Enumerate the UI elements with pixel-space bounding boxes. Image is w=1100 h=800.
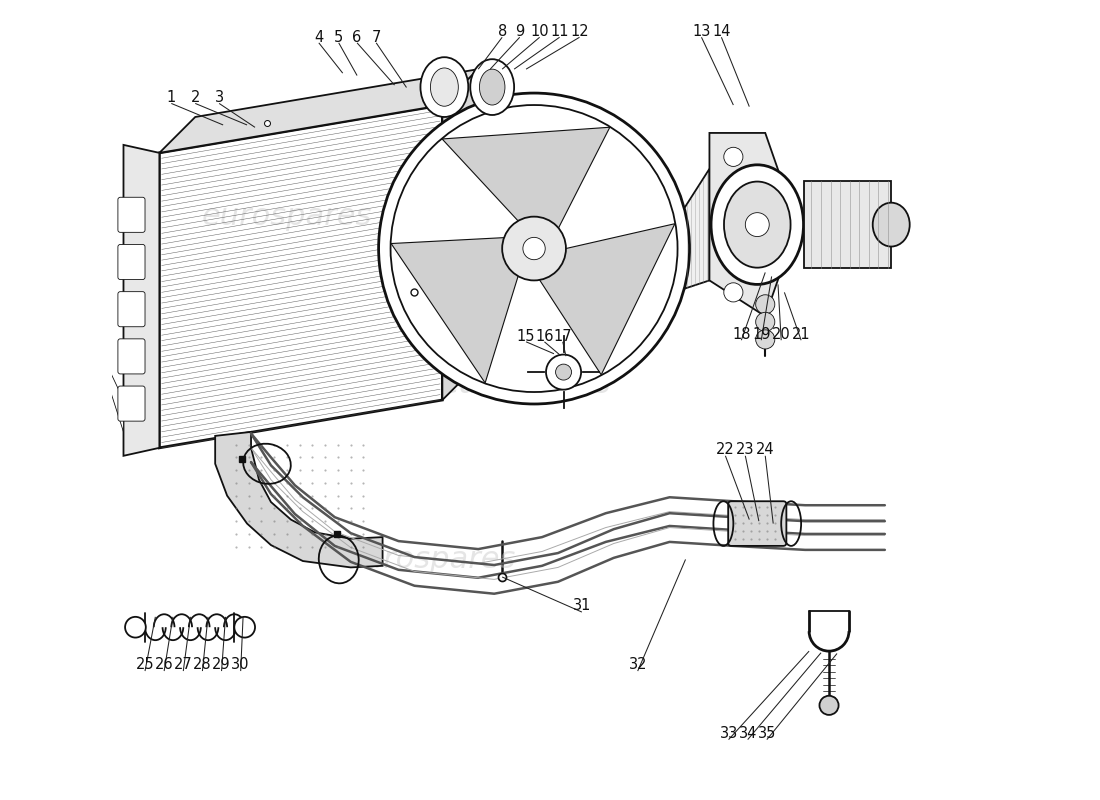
Polygon shape [684, 169, 710, 289]
Polygon shape [392, 238, 518, 383]
Text: eurospares: eurospares [201, 202, 372, 231]
Circle shape [234, 617, 255, 638]
Polygon shape [160, 69, 479, 153]
Text: 2: 2 [190, 90, 200, 105]
FancyBboxPatch shape [118, 339, 145, 374]
Circle shape [724, 283, 743, 302]
Polygon shape [442, 69, 478, 400]
Text: 24: 24 [756, 442, 774, 457]
Text: 1: 1 [167, 90, 176, 105]
Circle shape [503, 217, 565, 281]
Circle shape [522, 238, 546, 260]
Circle shape [756, 330, 774, 349]
Circle shape [546, 354, 581, 390]
Text: 31: 31 [573, 598, 591, 613]
Circle shape [378, 93, 690, 404]
Polygon shape [91, 332, 123, 432]
Text: 15: 15 [517, 329, 536, 344]
Text: 5: 5 [334, 30, 343, 45]
Text: 20: 20 [772, 327, 791, 342]
Ellipse shape [711, 165, 803, 285]
Ellipse shape [872, 202, 910, 246]
Circle shape [756, 312, 774, 331]
FancyBboxPatch shape [118, 386, 145, 421]
Circle shape [746, 213, 769, 237]
Polygon shape [540, 224, 675, 375]
Polygon shape [123, 145, 160, 456]
Text: 14: 14 [712, 24, 730, 39]
Ellipse shape [471, 59, 514, 115]
Ellipse shape [420, 57, 469, 117]
Ellipse shape [724, 182, 791, 268]
Text: 30: 30 [231, 657, 250, 672]
Text: 8: 8 [497, 24, 507, 39]
Text: 27: 27 [174, 657, 192, 672]
Text: 19: 19 [752, 327, 770, 342]
Text: 29: 29 [212, 657, 231, 672]
FancyBboxPatch shape [118, 292, 145, 326]
Text: 16: 16 [536, 329, 553, 344]
Text: 26: 26 [155, 657, 174, 672]
Text: 17: 17 [553, 329, 572, 344]
Polygon shape [160, 105, 442, 448]
Text: eurospares: eurospares [441, 370, 612, 398]
Text: 25: 25 [135, 657, 154, 672]
Circle shape [390, 105, 678, 392]
Text: 33: 33 [719, 726, 738, 741]
Polygon shape [710, 133, 798, 316]
Circle shape [556, 364, 572, 380]
Text: 10: 10 [530, 24, 549, 39]
Text: 3: 3 [214, 90, 223, 105]
Circle shape [820, 696, 838, 715]
Text: eurospares: eurospares [345, 545, 516, 574]
Text: 35: 35 [758, 726, 776, 741]
Bar [803, 181, 891, 269]
Text: 21: 21 [792, 327, 811, 342]
Polygon shape [442, 127, 609, 228]
Text: 23: 23 [736, 442, 755, 457]
Circle shape [756, 294, 774, 314]
FancyBboxPatch shape [728, 502, 786, 546]
Text: 11: 11 [550, 24, 569, 39]
Text: 9: 9 [515, 24, 525, 39]
Text: 12: 12 [570, 24, 589, 39]
Text: 32: 32 [628, 657, 647, 672]
Text: 22: 22 [716, 442, 735, 457]
FancyBboxPatch shape [118, 245, 145, 279]
Polygon shape [216, 432, 383, 567]
Ellipse shape [430, 68, 459, 106]
Text: 18: 18 [733, 327, 750, 342]
Circle shape [724, 147, 743, 166]
Text: 13: 13 [692, 24, 711, 39]
Text: 28: 28 [194, 657, 211, 672]
Text: 4: 4 [315, 30, 323, 45]
Text: 34: 34 [738, 726, 757, 741]
Text: 7: 7 [372, 30, 381, 45]
Ellipse shape [480, 69, 505, 105]
Text: 6: 6 [352, 30, 362, 45]
FancyBboxPatch shape [118, 198, 145, 232]
Circle shape [125, 617, 146, 638]
